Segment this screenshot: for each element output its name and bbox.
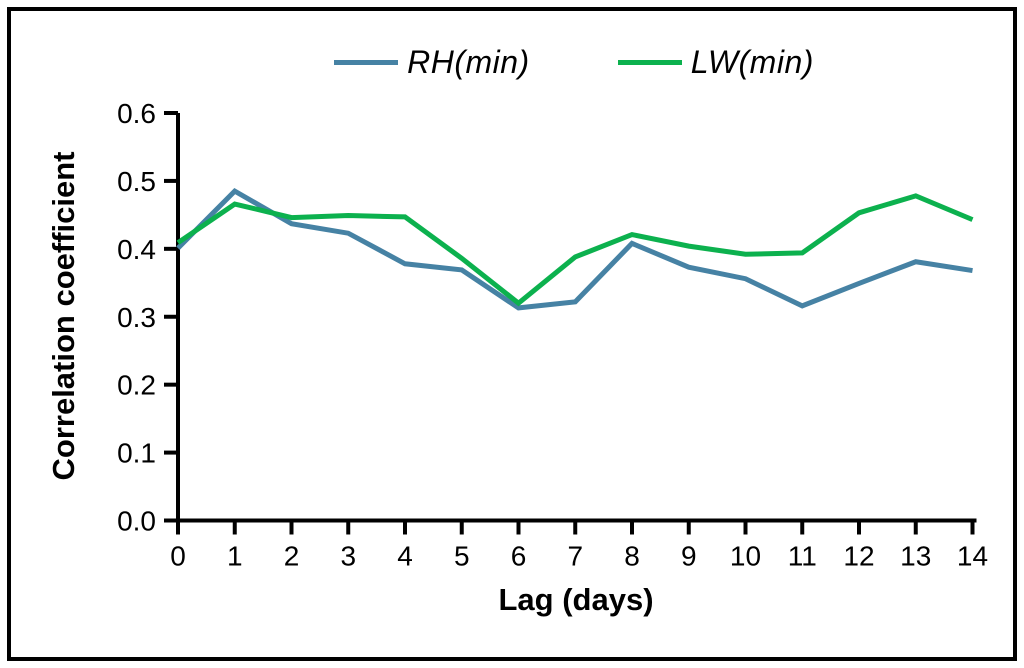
y-tick-label: 0.3: [117, 302, 156, 333]
x-tick-label: 13: [900, 541, 931, 572]
y-tick-label: 0.5: [117, 166, 156, 197]
x-tick-label: 6: [511, 541, 527, 572]
series-line-rh-min: [176, 187, 973, 311]
legend-line-swatch: [617, 59, 682, 65]
legend-item: RH(min): [334, 46, 530, 78]
x-tick-label: 1: [227, 541, 243, 572]
legend-label: LW(min): [690, 44, 814, 80]
y-tick-label: 0.0: [117, 506, 156, 537]
x-tick-label: 4: [397, 541, 413, 572]
x-tick-label: 12: [843, 541, 874, 572]
x-tick-label: 2: [284, 541, 300, 572]
x-tick-label: 11: [788, 541, 817, 572]
y-tick-label: 0.1: [117, 438, 156, 469]
y-tick-label: 0.4: [117, 234, 156, 265]
legend-line-swatch: [334, 59, 399, 65]
x-tick-label: 9: [681, 541, 697, 572]
legend: RH(min) LW(min): [62, 38, 1024, 86]
legend-item: LW(min): [617, 44, 814, 80]
legend-label: RH(min): [407, 44, 530, 80]
y-axis-title: Correlation coefficient: [46, 151, 81, 481]
x-tick-label: 8: [624, 541, 640, 572]
x-tick-label: 3: [340, 541, 356, 572]
x-tick-label: 0: [170, 541, 186, 572]
y-tick-label: 0.2: [117, 370, 156, 401]
x-tick-label: 14: [957, 541, 988, 572]
y-tick-label: 0.6: [117, 98, 156, 129]
x-tick-label: 10: [730, 541, 761, 572]
series-line-lw-min: [176, 193, 974, 307]
x-tick-label: 7: [567, 541, 583, 572]
x-axis-title: Lag (days): [498, 582, 654, 617]
x-tick-label: 5: [454, 541, 470, 572]
